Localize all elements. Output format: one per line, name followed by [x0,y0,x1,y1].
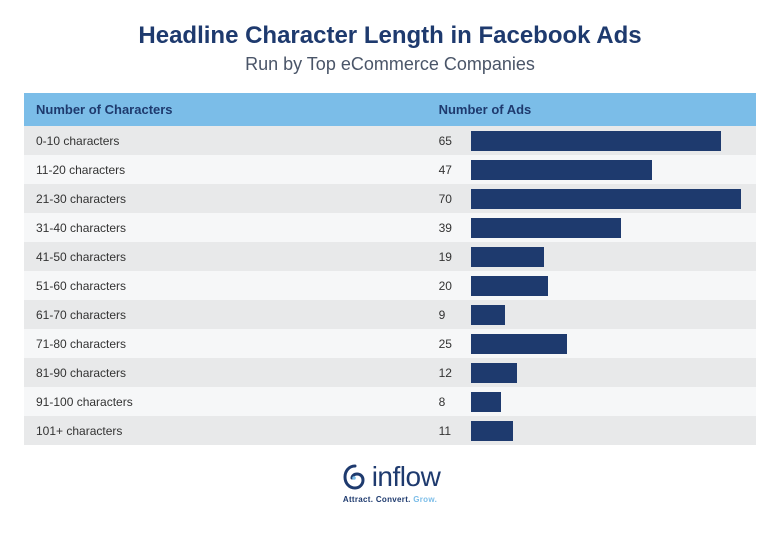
chart-container: Headline Character Length in Facebook Ad… [0,0,780,536]
row-bar [471,276,548,296]
row-label: 41-50 characters [24,250,427,264]
row-bar [471,305,506,325]
table-row: 51-60 characters20 [24,271,756,300]
row-value: 20 [427,279,471,293]
tagline-word-2: Convert. [376,495,411,504]
row-bar-cell [471,329,756,358]
row-bar-cell [471,184,756,213]
inflow-logo: inflow Attract. Convert. Grow. [340,461,441,504]
row-bar [471,421,513,441]
row-label: 31-40 characters [24,221,427,235]
logo-tagline: Attract. Convert. Grow. [343,495,437,504]
tagline-word-1: Attract. [343,495,373,504]
row-bar-cell [471,416,756,445]
chart-subtitle: Run by Top eCommerce Companies [24,54,756,75]
table-row: 91-100 characters8 [24,387,756,416]
footer: inflow Attract. Convert. Grow. [24,461,756,504]
logo-wordmark: inflow [372,461,441,493]
row-bar [471,131,722,151]
row-bar-cell [471,213,756,242]
row-bar-cell [471,358,756,387]
row-label: 91-100 characters [24,395,427,409]
tagline-word-3: Grow. [413,495,437,504]
row-bar-cell [471,387,756,416]
row-bar [471,218,621,238]
table-row: 31-40 characters39 [24,213,756,242]
row-label: 0-10 characters [24,134,427,148]
row-bar-cell [471,271,756,300]
table-row: 11-20 characters47 [24,155,756,184]
row-value: 9 [427,308,471,322]
row-bar [471,247,544,267]
row-bar-cell [471,155,756,184]
header-ads-column: Number of Ads [427,93,756,126]
row-bar-cell [471,300,756,329]
table-row: 81-90 characters12 [24,358,756,387]
table-row: 41-50 characters19 [24,242,756,271]
table-row: 61-70 characters9 [24,300,756,329]
row-value: 25 [427,337,471,351]
table-row: 101+ characters11 [24,416,756,445]
row-label: 51-60 characters [24,279,427,293]
table-header-row: Number of Characters Number of Ads [24,93,756,126]
chart-title: Headline Character Length in Facebook Ad… [24,22,756,50]
row-label: 71-80 characters [24,337,427,351]
logo-swirl-icon [340,462,370,492]
table-row: 71-80 characters25 [24,329,756,358]
row-bar [471,392,502,412]
row-value: 70 [427,192,471,206]
row-label: 101+ characters [24,424,427,438]
row-bar-cell [471,242,756,271]
row-bar [471,334,567,354]
row-label: 81-90 characters [24,366,427,380]
row-value: 47 [427,163,471,177]
bar-table-chart: Number of Characters Number of Ads 0-10 … [24,93,756,445]
table-row: 0-10 characters65 [24,126,756,155]
row-label: 11-20 characters [24,163,427,177]
row-bar-cell [471,126,756,155]
row-value: 8 [427,395,471,409]
row-bar [471,160,652,180]
header-characters-column: Number of Characters [24,93,427,126]
logo-main: inflow [340,461,441,493]
row-value: 39 [427,221,471,235]
row-value: 12 [427,366,471,380]
table-body: 0-10 characters6511-20 characters4721-30… [24,126,756,445]
table-row: 21-30 characters70 [24,184,756,213]
row-value: 11 [427,424,471,438]
row-value: 19 [427,250,471,264]
row-label: 61-70 characters [24,308,427,322]
row-label: 21-30 characters [24,192,427,206]
row-bar [471,189,741,209]
row-bar [471,363,517,383]
row-value: 65 [427,134,471,148]
